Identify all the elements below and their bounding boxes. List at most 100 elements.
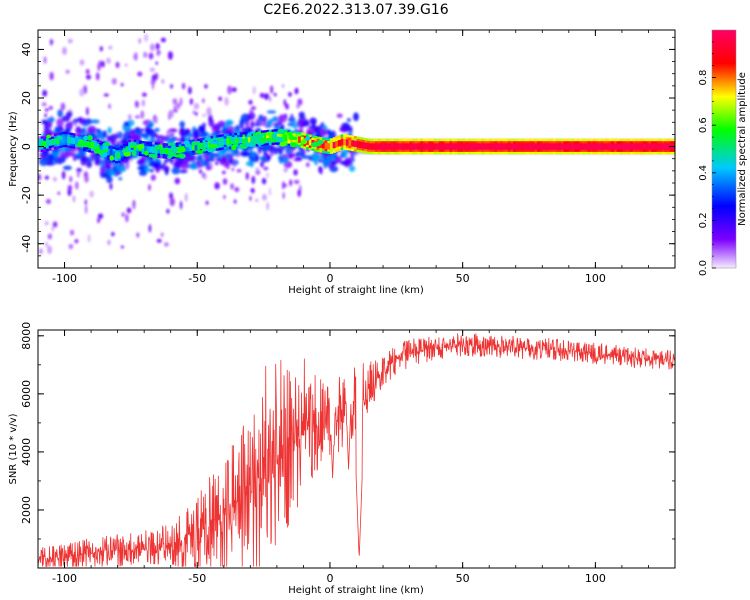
spectrogram-ridge-cell-2 [319,141,323,149]
spectrogram-cloud-blob [41,119,48,125]
spectrogram-cloud-blob [250,120,255,128]
spectrogram-ridge-cell-2 [189,144,193,151]
spectrogram-noise-blob [138,38,142,44]
spectrogram-cloud-blob [74,154,81,160]
spectrogram-noise-blob [87,234,91,243]
spectrogram-noise-blob [297,189,301,197]
chart-title: C2E6.2022.313.07.39.G16 [263,2,448,18]
spectrogram-cloud-blob [259,161,264,168]
spectrogram-bright-blob [184,144,194,148]
spectrogram-cloud-blob [119,139,125,144]
spectrogram-noise-blob [61,170,66,180]
spectrogram-ridge-cell-2 [534,143,538,150]
colorbar-label: Normalized spectral amplitude [737,72,748,226]
spectrogram-noise-blob [140,110,145,119]
spectrogram-cloud-blob [189,163,199,170]
spectrogram-xtick-label: -100 [52,272,77,285]
spectrogram-ridge-cell-2 [337,140,342,147]
spectrogram-ridge-cell-2 [531,143,535,150]
spectrogram-noise-blob [160,232,164,237]
spectrogram-ridge-cell-2 [263,134,267,142]
spectrogram-xlabel: Height of straight line (km) [288,285,424,296]
spectrogram-cloud-blob [107,138,117,142]
spectrogram-noise-blob [263,93,270,100]
spectrogram-noise-blob [79,59,85,66]
spectrogram-cloud-blob [103,163,110,169]
spectrogram-bright-blob [304,136,311,141]
spectrogram-cloud-blob [287,153,294,160]
spectrogram-bright-blob [300,139,308,145]
spectrogram-noise-blob [97,63,101,72]
spectrogram-noise-blob [62,46,67,55]
spectrogram-ridge-cell-2 [45,140,50,147]
spectrogram-ridge-cell-2 [67,136,71,144]
spectrogram-ridge-cell-2 [425,143,429,150]
spectrogram-cloud-blob [298,111,305,118]
spectrogram-noise-blob [141,99,146,107]
spectrogram-ridge-cell-2 [550,143,554,150]
spectrogram-noise-blob [173,105,177,110]
spectrogram-ridge-cell-2 [340,139,344,146]
spectrogram-ridge-cell-2 [38,140,42,148]
colorbar-tick-label: 0.4 [698,165,709,181]
spectrogram-cloud-blob [348,165,356,172]
spectrogram-noise-blob [252,86,256,95]
spectrogram-cloud-blob [282,156,289,164]
spectrogram-noise-blob [120,82,124,87]
spectrogram-cloud-blob [263,150,267,156]
spectrogram-noise-blob [99,46,103,52]
spectrogram-ridge-cell-2 [335,140,339,148]
spectrogram-ridge-cell-2 [61,136,66,143]
spectrogram-noise-blob [223,194,226,200]
spectrogram-ridge-cell-2 [470,143,474,150]
spectrogram-noise-blob [141,92,147,97]
spectrogram-noise-blob [227,85,232,95]
spectrogram-noise-blob [60,102,66,111]
spectrogram-ridge-cell-2 [536,143,541,150]
spectrogram-ridge-cell-2 [587,143,591,150]
spectrogram-noise-blob [44,221,49,226]
spectrogram-noise-blob [150,79,156,86]
spectrogram-ridge-cell-2 [247,136,251,143]
spectrogram-ridge-cell-2 [656,143,660,150]
spectrogram-noise-blob [137,71,143,77]
spectrogram-noise-blob [84,199,87,206]
spectrogram-ridge-cell-2 [510,143,514,150]
spectrogram-noise-blob [285,103,289,110]
spectrogram-cloud-blob [164,165,170,173]
spectrogram-noise-blob [224,96,229,106]
spectrogram-noise-blob [45,241,48,247]
spectrogram-noise-blob [50,38,53,46]
spectrogram-cloud-blob [222,156,228,163]
spectrogram-cloud-blob [100,172,108,179]
spectrogram-ytick-label: -40 [20,235,33,253]
spectrogram-ridge-cell-2 [324,142,328,149]
snr-plot-area [38,330,675,568]
spectrogram-noise-blob [283,167,288,173]
spectrogram-ytick-label: 0 [20,143,33,150]
spectrogram-ridge-cell-2 [515,143,519,150]
spectrogram-ridge-cell-2 [393,143,397,150]
spectrogram-cloud-blob [233,161,239,165]
spectrogram-noise-blob [155,43,160,50]
spectrogram-cloud-blob [76,167,82,173]
spectrogram-noise-blob [255,169,261,175]
spectrogram-bright-blob [97,149,104,155]
spectrogram-noise-blob [134,115,140,119]
spectrogram-cloud-blob [56,118,64,127]
spectrogram-ridge-cell-2 [152,146,156,154]
spectrogram-ridge-cell-2 [446,143,450,150]
spectrogram-ridge-cell-2 [332,141,336,149]
spectrogram-ridge-cell-2 [186,145,190,152]
spectrogram-cloud-blob [87,125,97,134]
spectrogram-ridge-cell-2 [398,143,403,150]
spectrogram-bright-blob [129,142,138,147]
spectrogram-noise-blob [283,99,287,107]
spectrogram-noise-blob [202,113,207,117]
spectrogram-bright-blob [231,144,237,151]
spectrogram-noise-blob [233,199,237,204]
spectrogram-ridge-cell-2 [162,147,166,154]
spectrogram-ridge-cell-2 [64,136,68,143]
spectrogram-cloud-blob [124,133,128,140]
spectrogram-cloud-blob [203,160,210,168]
